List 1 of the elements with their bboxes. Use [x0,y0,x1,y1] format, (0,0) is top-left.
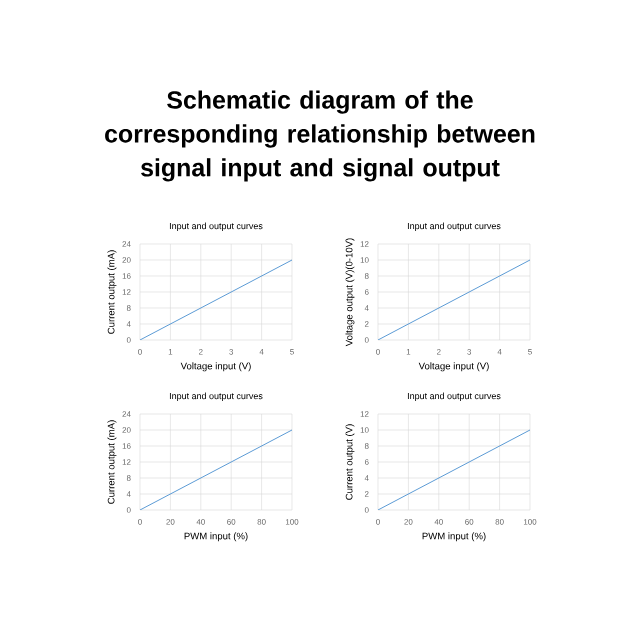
text: Schematic diagram of the corresponding relationship between signal input and signal output [105,90,535,182]
